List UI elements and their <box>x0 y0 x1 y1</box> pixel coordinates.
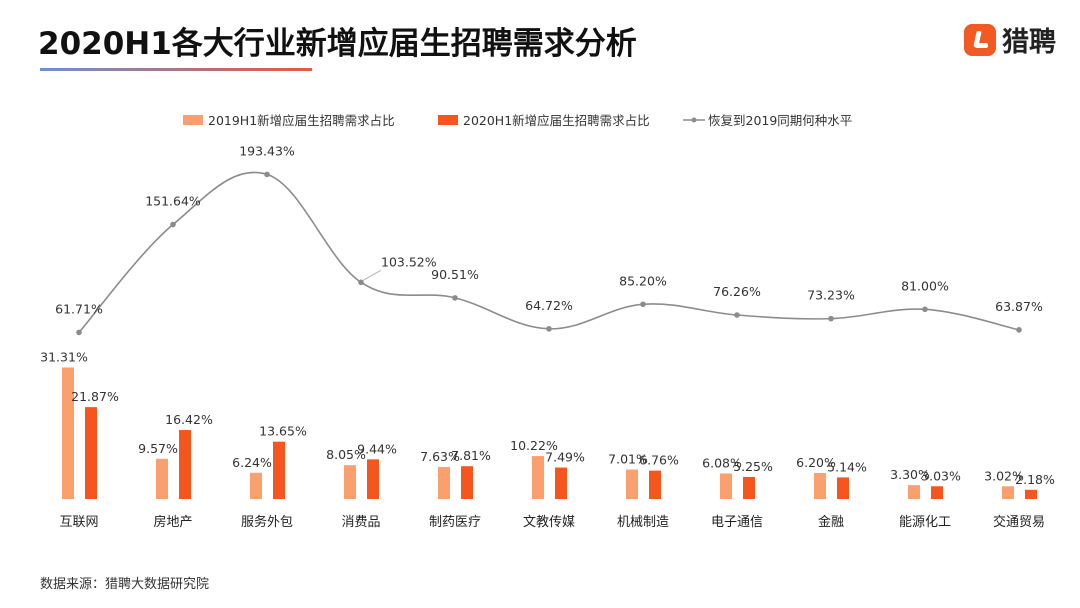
bar-2020 <box>649 470 661 499</box>
category-label: 金融 <box>818 514 844 530</box>
category-label: 制药医疗 <box>429 515 481 530</box>
recovery-label: 81.00% <box>901 278 949 293</box>
recovery-label: 73.23% <box>807 288 855 303</box>
bar-2020-label: 21.87% <box>71 389 119 404</box>
bar-2019 <box>814 472 826 499</box>
bar-2020-label: 7.81% <box>451 448 491 463</box>
bar-2020 <box>1025 489 1037 499</box>
bar-2019-label: 6.24% <box>232 455 272 470</box>
bar-2019 <box>250 472 262 499</box>
recovery-label: 61.71% <box>55 301 103 316</box>
bar-2019 <box>438 466 450 499</box>
data-source: 数据来源：猎聘大数据研究院 <box>40 577 210 592</box>
legend-2019-label: 2019H1新增应届生招聘需求占比 <box>208 113 395 128</box>
bar-2019-label: 10.22% <box>510 438 558 453</box>
line-series <box>76 171 1022 336</box>
recovery-label: 151.64% <box>145 194 201 209</box>
category-label: 电子通信 <box>711 515 763 530</box>
bar-2020 <box>367 459 379 499</box>
bar-2019-label: 6.20% <box>796 455 836 470</box>
bar-2020-label: 2.18% <box>1015 472 1055 487</box>
legend-recovery-marker <box>691 117 697 123</box>
bar-2019-label: 9.57% <box>138 441 178 456</box>
bar-2019 <box>1002 486 1014 499</box>
legend-2020-swatch <box>438 115 458 125</box>
logo-text: 猎聘 <box>1002 27 1056 58</box>
category-label: 消费品 <box>341 515 380 530</box>
legend-2019-swatch <box>183 115 203 125</box>
recovery-point <box>264 171 270 178</box>
recovery-point <box>358 279 364 286</box>
bar-2019-label: 6.08% <box>702 455 742 470</box>
bar-2020 <box>555 467 567 499</box>
bar-2019-label: 7.63% <box>420 449 460 464</box>
bar-2019-label: 31.31% <box>40 349 88 364</box>
bar-2019-label: 3.30% <box>890 467 930 482</box>
recovery-point <box>828 315 834 322</box>
leader-line <box>362 269 382 281</box>
category-label: 房地产 <box>153 514 192 530</box>
bar-2019 <box>344 465 356 499</box>
bar-2020-label: 16.42% <box>165 412 213 427</box>
category-label: 能源化工 <box>899 515 951 530</box>
data-labels: 31.31%21.87%9.57%16.42%6.24%13.65%8.05%9… <box>40 143 1055 486</box>
bar-2020-label: 9.44% <box>357 441 397 456</box>
bar-2020-label: 7.49% <box>545 450 585 465</box>
recovery-point <box>170 221 176 228</box>
brand-logo: 猎聘 <box>964 20 1056 59</box>
recovery-point <box>76 329 82 336</box>
bar-2020 <box>743 476 755 499</box>
bar-2020-label: 13.65% <box>259 424 307 439</box>
recovery-point <box>452 295 458 301</box>
recovery-label: 64.72% <box>525 298 573 313</box>
category-axis: 互联网 房地产 服务外包 消费品 制药医疗 文教传媒 机械制造 电子通信 金融 能源化工 交通贸易 <box>59 514 1045 530</box>
bar-2019-label: 7.01% <box>608 452 648 467</box>
bar-2020-label: 3.03% <box>921 468 961 483</box>
bar-2019 <box>532 456 544 499</box>
bar-2020 <box>179 430 191 499</box>
bar-2020-label: 5.14% <box>827 459 867 474</box>
recovery-point <box>922 306 928 313</box>
bar-2020 <box>461 466 473 499</box>
category-label: 交通贸易 <box>993 514 1045 530</box>
recovery-line <box>78 171 1020 333</box>
bar-2019 <box>626 469 638 499</box>
recovery-label: 90.51% <box>431 267 479 282</box>
recovery-label: 103.52% <box>381 254 437 269</box>
page-title: 2020H1各大行业新增应届生招聘需求分析 <box>38 26 637 62</box>
bar-2019 <box>908 485 920 499</box>
title-underline <box>40 68 312 71</box>
liepin-logo-icon <box>964 23 996 56</box>
category-label: 机械制造 <box>617 515 669 530</box>
recovery-point <box>640 301 646 308</box>
recovery-point <box>546 326 552 332</box>
recovery-point <box>734 312 740 318</box>
category-label: 服务外包 <box>241 514 293 530</box>
bar-2019-label: 3.02% <box>984 468 1024 483</box>
recovery-label: 85.20% <box>619 273 667 288</box>
bar-2019 <box>62 367 74 499</box>
recovery-label: 76.26% <box>713 284 761 299</box>
bar-2020 <box>85 407 97 499</box>
chart-legend: 2019H1新增应届生招聘需求占比 2020H1新增应届生招聘需求占比 恢复到201… <box>183 113 852 128</box>
bar-2019 <box>156 458 168 499</box>
bar-2019 <box>720 473 732 499</box>
recovery-point <box>1016 327 1022 333</box>
legend-2020-label: 2020H1新增应届生招聘需求占比 <box>463 113 650 128</box>
category-label: 互联网 <box>59 515 98 530</box>
recovery-label: 193.43% <box>239 143 295 158</box>
bar-series <box>62 367 1037 499</box>
bar-2020 <box>931 486 943 499</box>
bar-2020-label: 5.25% <box>733 459 773 474</box>
bar-2020 <box>273 441 285 499</box>
category-label: 文教传媒 <box>523 514 575 530</box>
bar-2019-label: 8.05% <box>326 447 366 462</box>
recovery-label: 63.87% <box>995 299 1043 314</box>
bar-2020 <box>837 477 849 499</box>
bar-2020-label: 6.76% <box>639 453 679 468</box>
legend-recovery-label: 恢复到2019同期何种水平 <box>708 113 852 128</box>
